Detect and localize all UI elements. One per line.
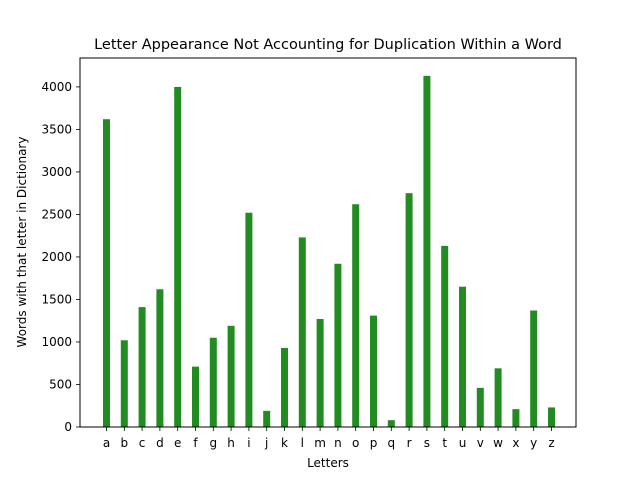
chart-title: Letter Appearance Not Accounting for Dup… (94, 37, 562, 53)
bar-j (263, 410, 271, 427)
x-tick-label-c: c (139, 436, 146, 450)
x-tick-label-p: p (370, 436, 378, 450)
bar-w (494, 368, 502, 427)
bar-s (423, 75, 431, 427)
x-tick-label-d: d (156, 436, 164, 450)
x-tick-label-w: w (493, 436, 503, 450)
bar-c (138, 307, 146, 427)
x-tick-label-r: r (407, 436, 412, 450)
bar-u (459, 286, 466, 427)
bar-e (174, 86, 182, 427)
y-axis-label: Words with that letter in Dictionary (15, 137, 29, 348)
bar-z (548, 407, 555, 427)
bar-q (387, 420, 395, 427)
x-tick-label-x: x (512, 436, 519, 450)
x-tick-label-f: f (193, 436, 198, 450)
x-tick-label-k: k (281, 436, 288, 450)
x-tick-label-z: z (548, 436, 554, 450)
bar-p (370, 315, 377, 427)
x-tick-label-v: v (477, 436, 484, 450)
y-tick-label-3500: 3500 (41, 122, 72, 136)
y-tick-label-500: 500 (49, 377, 72, 391)
x-tick-label-j: j (264, 436, 268, 450)
x-tick-label-s: s (424, 436, 430, 450)
x-tick-label-a: a (103, 436, 110, 450)
bar-n (334, 263, 342, 427)
bar-f (192, 366, 199, 427)
bar-r (405, 193, 413, 427)
y-tick-label-1000: 1000 (41, 335, 72, 349)
x-tick-label-i: i (247, 436, 250, 450)
bar-a (103, 119, 110, 427)
bar-v (476, 387, 484, 427)
bar-k (281, 347, 288, 427)
bar-l (298, 237, 306, 427)
x-axis-label: Letters (307, 456, 349, 470)
x-tick-label-t: t (442, 436, 447, 450)
x-tick-label-l: l (301, 436, 304, 450)
bar-b (120, 340, 128, 427)
x-tick-label-h: h (227, 436, 235, 450)
bar-d (156, 289, 164, 427)
bar-t (441, 245, 449, 427)
bar-y (530, 310, 538, 427)
x-tick-label-e: e (174, 436, 181, 450)
y-tick-label-2000: 2000 (41, 250, 72, 264)
x-tick-label-n: n (334, 436, 342, 450)
bar-i (245, 212, 253, 427)
x-tick-label-q: q (387, 436, 395, 450)
x-tick-label-m: m (314, 436, 326, 450)
x-tick-label-u: u (459, 436, 467, 450)
y-tick-label-4000: 4000 (41, 80, 72, 94)
bar-h (227, 325, 235, 427)
x-tick-label-g: g (209, 436, 217, 450)
y-axis: 0 500 1000 1500 2000 2500 3000 3500 4000 (41, 80, 80, 434)
y-tick-label-3000: 3000 (41, 165, 72, 179)
bar-m (316, 319, 324, 427)
bars-group (103, 75, 555, 427)
bar-x (512, 409, 520, 427)
y-tick-label-1500: 1500 (41, 292, 72, 306)
y-tick-label-2500: 2500 (41, 207, 72, 221)
y-tick-label-0: 0 (64, 420, 72, 434)
plot-frame (79, 57, 577, 428)
bar-g (209, 337, 217, 427)
x-tick-label-y: y (530, 436, 537, 450)
x-tick-label-o: o (352, 436, 359, 450)
x-tick-label-b: b (120, 436, 128, 450)
bar-o (352, 204, 360, 427)
